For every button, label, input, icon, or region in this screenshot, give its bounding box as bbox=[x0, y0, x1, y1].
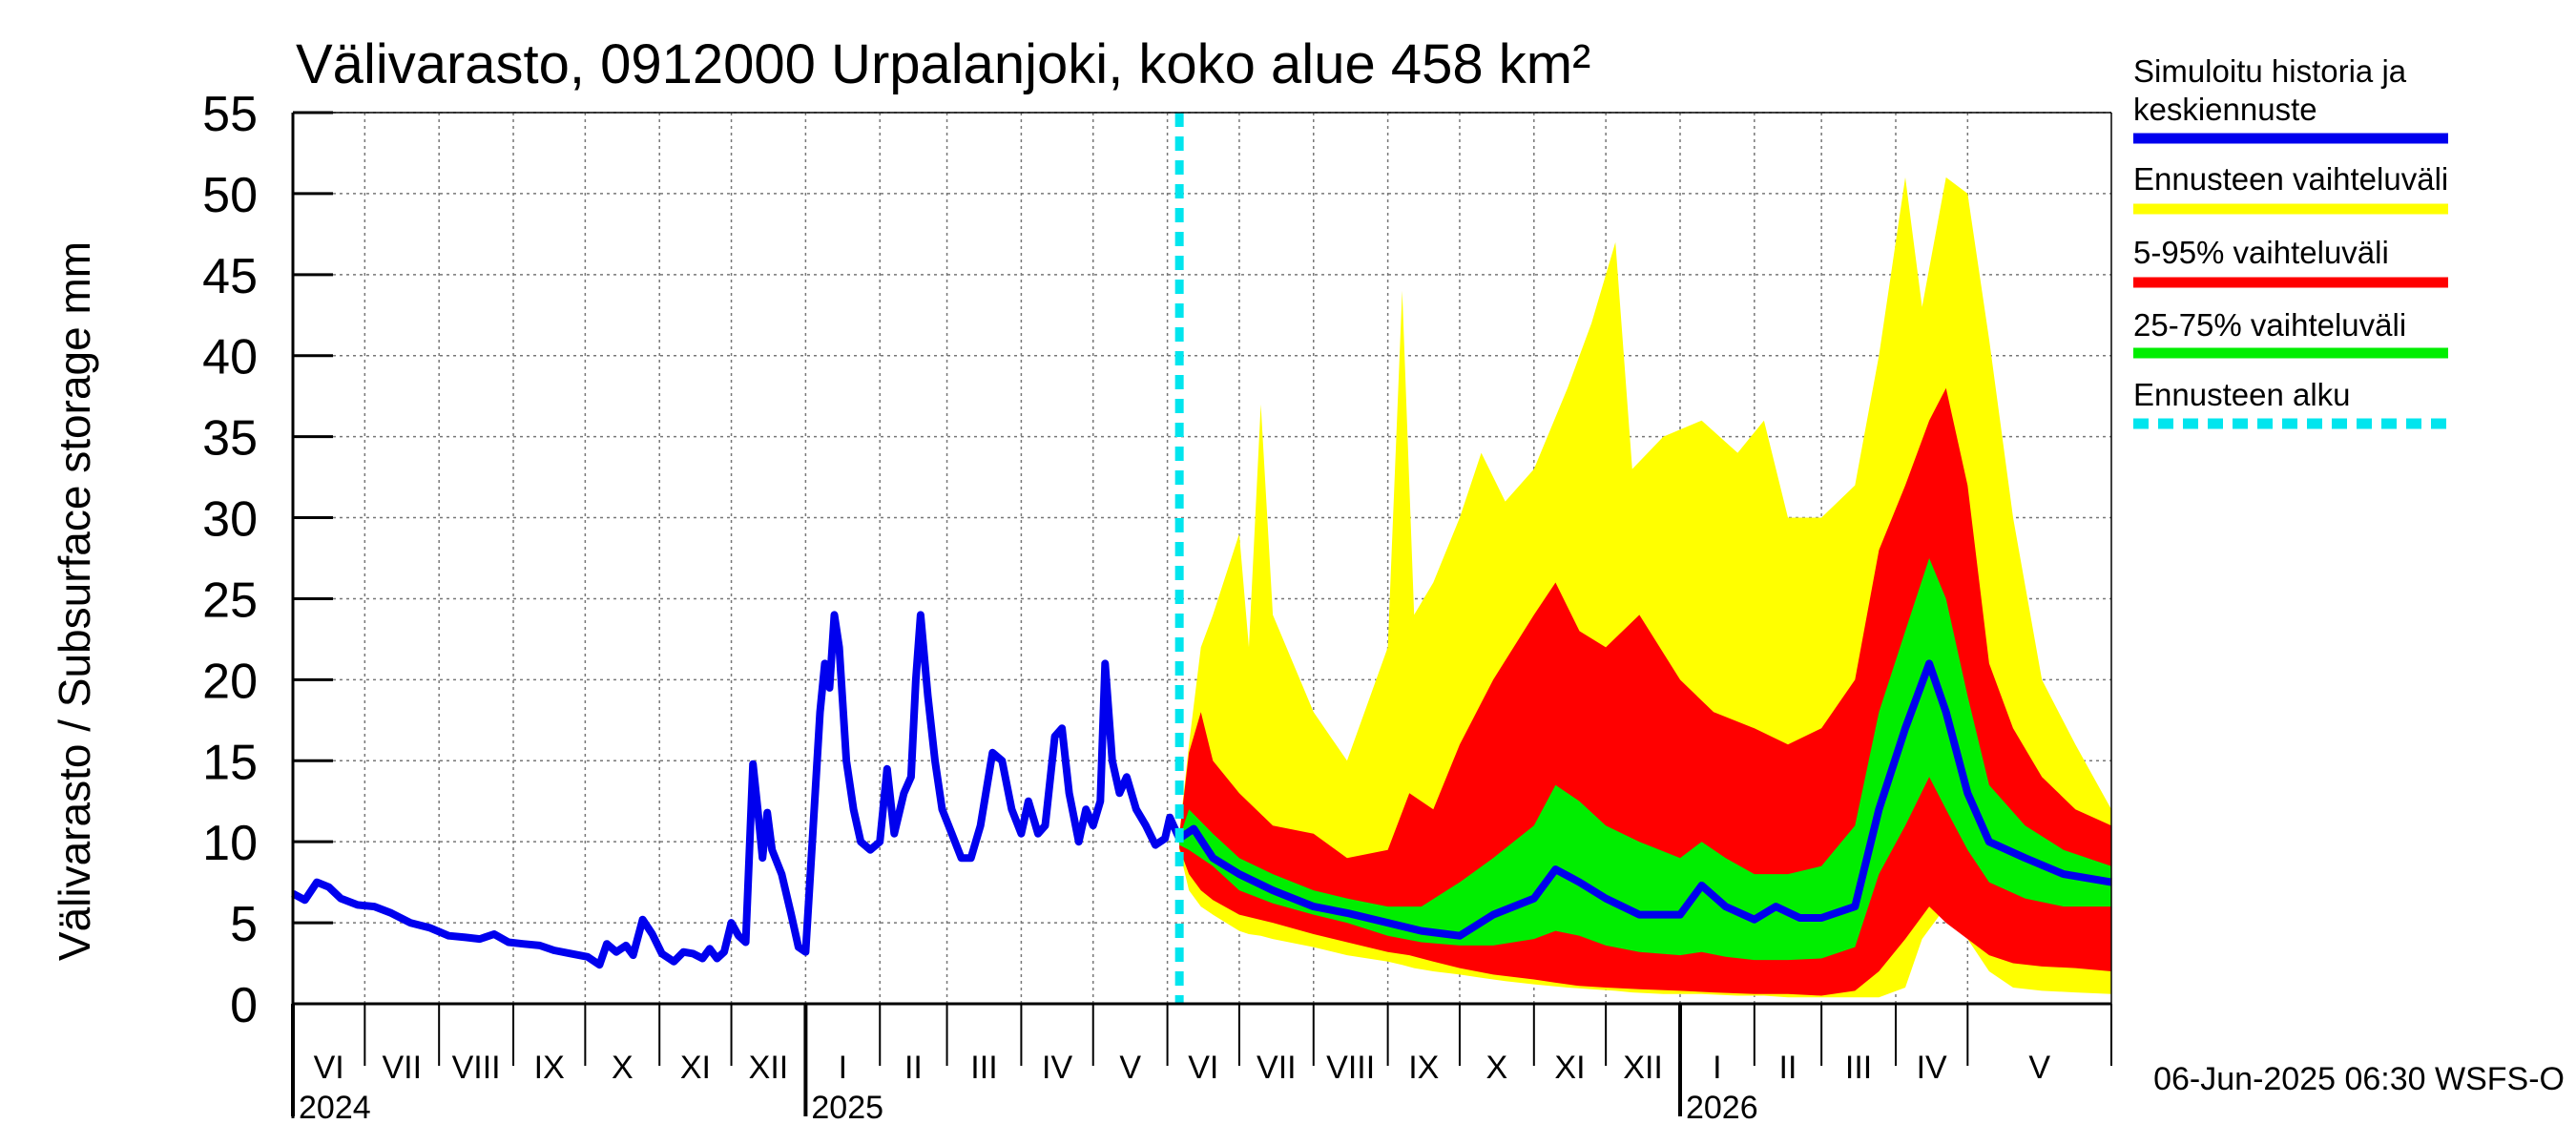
forecast-bands bbox=[1179, 177, 2111, 998]
legend-label: 25-75% vaihteluväli bbox=[2133, 307, 2406, 343]
month-label: IX bbox=[534, 1050, 565, 1086]
month-label: VIII bbox=[1326, 1050, 1375, 1086]
month-label: VIII bbox=[452, 1050, 501, 1086]
month-label: II bbox=[1779, 1050, 1797, 1086]
legend-label: keskiennuste bbox=[2133, 92, 2317, 127]
y-tick-label: 25 bbox=[202, 572, 258, 628]
month-label: IX bbox=[1408, 1050, 1439, 1086]
month-label: XII bbox=[749, 1050, 789, 1086]
y-tick-label: 5 bbox=[230, 897, 258, 952]
month-label: V bbox=[1119, 1050, 1141, 1086]
month-label: I bbox=[1713, 1050, 1721, 1086]
month-label: I bbox=[839, 1050, 847, 1086]
month-label: II bbox=[904, 1050, 923, 1086]
month-label: IV bbox=[1042, 1050, 1072, 1086]
month-label: XI bbox=[1554, 1050, 1585, 1086]
series-lines bbox=[291, 113, 2112, 1004]
year-label: 2026 bbox=[1686, 1090, 1758, 1126]
y-tick-label: 15 bbox=[202, 735, 258, 790]
month-label: VII bbox=[1257, 1050, 1297, 1086]
y-tick-label: 30 bbox=[202, 492, 258, 548]
chart-title: Välivarasto, 0912000 Urpalanjoki, koko a… bbox=[296, 33, 1590, 95]
legend-label: 5-95% vaihteluväli bbox=[2133, 235, 2389, 270]
month-label: VI bbox=[314, 1050, 344, 1086]
y-tick-label: 55 bbox=[202, 87, 258, 142]
month-label: VII bbox=[382, 1050, 422, 1086]
month-label: XI bbox=[680, 1050, 711, 1086]
legend-label: Ennusteen vaihteluväli bbox=[2133, 161, 2448, 197]
year-label: 2024 bbox=[299, 1090, 371, 1126]
y-tick-label: 10 bbox=[202, 816, 258, 871]
y-tick-label: 45 bbox=[202, 249, 258, 304]
y-tick-label: 20 bbox=[202, 654, 258, 709]
month-label: III bbox=[1845, 1050, 1872, 1086]
month-label: III bbox=[970, 1050, 997, 1086]
month-label: VI bbox=[1188, 1050, 1218, 1086]
y-tick-label: 40 bbox=[202, 330, 258, 385]
month-label: XII bbox=[1623, 1050, 1663, 1086]
legend-label: Simuloitu historia ja bbox=[2133, 53, 2407, 89]
month-label: IV bbox=[1917, 1050, 1947, 1086]
y-tick-label: 0 bbox=[230, 978, 258, 1033]
month-label: X bbox=[612, 1050, 634, 1086]
y-tick-label: 50 bbox=[202, 168, 258, 223]
y-axis-label: Välivarasto / Subsurface storage mm bbox=[50, 241, 99, 961]
y-tick-label: 35 bbox=[202, 411, 258, 467]
month-label: V bbox=[2028, 1050, 2050, 1086]
month-label: X bbox=[1486, 1050, 1508, 1086]
year-label: 2025 bbox=[811, 1090, 883, 1126]
legend-label: Ennusteen alku bbox=[2133, 377, 2351, 412]
mean-series-line bbox=[291, 611, 2112, 969]
band-00ee00 bbox=[1179, 558, 2111, 961]
footer-timestamp: 06-Jun-2025 06:30 WSFS-O bbox=[2153, 1061, 2565, 1097]
